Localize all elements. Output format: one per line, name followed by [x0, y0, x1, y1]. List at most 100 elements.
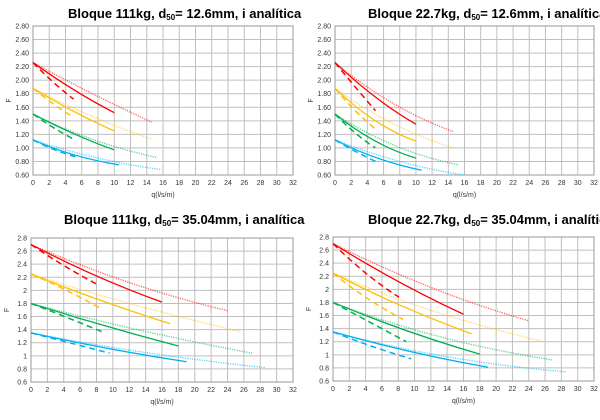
plot-area: 0 2 4 6 8 10 12 14 16 18 20 22 24 26 28 30 320.600.801.0… — [308, 24, 598, 200]
y-tick-label: 0.6 — [319, 379, 329, 386]
x-tick-label: 28 — [256, 387, 264, 394]
y-tick-label: 1.40 — [15, 118, 29, 125]
series-line-blue-solid — [334, 139, 422, 171]
series-line-green-dotted — [32, 113, 157, 159]
x-tick-label: 2 — [45, 387, 49, 394]
y-tick-label: 1.6 — [319, 313, 329, 320]
x-tick-label: 14 — [444, 180, 452, 187]
series-line-yellow-solid — [30, 273, 171, 325]
plot-border — [30, 237, 294, 383]
y-tick-label: 2.6 — [17, 249, 27, 256]
y-tick-label: 1 — [23, 353, 27, 360]
y-tick-label: 2.60 — [317, 37, 331, 44]
x-tick-label: 20 — [492, 386, 500, 393]
series-line-blue-dotted — [334, 139, 465, 176]
x-tick-label: 22 — [509, 386, 517, 393]
y-tick-label: 1.8 — [17, 301, 27, 308]
series-line-red-dashed — [30, 243, 98, 286]
x-tick-label: 26 — [541, 386, 549, 393]
y-tick-label: 1.40 — [317, 118, 331, 125]
x-tick-label: 20 — [192, 180, 200, 187]
y-tick-label: 2.40 — [15, 51, 29, 58]
plot-area: 0 2 4 6 8 10 12 14 16 18 20 22 24 26 28 30 320.60.811.21… — [4, 236, 297, 407]
x-tick-label: 12 — [427, 386, 435, 393]
y-tick-label: 1 — [325, 352, 329, 359]
x-tick-label: 18 — [175, 180, 183, 187]
y-tick-label: 1.4 — [17, 327, 27, 334]
x-tick-label: 28 — [558, 180, 566, 187]
x-tick-label: 20 — [493, 180, 501, 187]
x-tick-label: 28 — [557, 386, 565, 393]
x-tick-label: 10 — [411, 386, 419, 393]
x-tick-label: 18 — [174, 387, 182, 394]
y-tick-label: 0.80 — [15, 159, 29, 166]
series-line-blue-solid — [32, 139, 120, 166]
series-line-yellow-dotted — [32, 87, 152, 140]
y-tick-label: 2.00 — [15, 78, 29, 85]
y-tick-label: 2.8 — [17, 236, 27, 243]
x-tick-label: 22 — [509, 180, 517, 187]
y-tick-label: 2.6 — [319, 248, 329, 255]
y-tick-label: 2.20 — [317, 64, 331, 71]
x-tick-label: 4 — [365, 180, 369, 187]
series-line-yellow-solid — [32, 87, 115, 132]
series-line-green-dotted — [332, 301, 554, 361]
y-tick-label: 2.8 — [319, 235, 329, 242]
series-line-yellow-dotted — [334, 87, 454, 149]
x-tick-label: 4 — [364, 386, 368, 393]
y-axis-label: F — [306, 307, 313, 311]
series-line-green-dotted — [30, 302, 253, 354]
x-tick-label: 4 — [62, 387, 66, 394]
y-tick-label: 1.20 — [15, 132, 29, 139]
series-line-green-solid — [30, 302, 179, 347]
chart-111kg-d50-35.04: Bloque 111kg, d50= 35.04mm, i analítica … — [0, 205, 305, 420]
plot-area: 0 2 4 6 8 10 12 14 16 18 20 22 24 26 28 30 320.60.811.21… — [306, 235, 598, 406]
series-line-blue-dotted — [32, 139, 162, 171]
x-tick-label: 24 — [224, 180, 232, 187]
x-tick-label: 22 — [207, 387, 215, 394]
y-tick-label: 1.20 — [317, 132, 331, 139]
x-tick-label: 20 — [191, 387, 199, 394]
x-tick-label: 32 — [590, 180, 598, 187]
x-tick-label: 8 — [398, 180, 402, 187]
x-tick-label: 26 — [240, 387, 248, 394]
series-line-green-solid — [334, 113, 417, 159]
series-line-yellow-dotted — [30, 273, 241, 333]
x-tick-label: 18 — [477, 180, 485, 187]
y-tick-label: 1.60 — [317, 105, 331, 112]
y-tick-label: 2.80 — [317, 24, 331, 31]
chart-title: Bloque 22.7kg, d50= 35.04mm, i analítica — [368, 212, 600, 228]
x-tick-label: 12 — [127, 180, 135, 187]
x-tick-label: 16 — [460, 386, 468, 393]
y-tick-label: 0.60 — [317, 173, 331, 180]
y-tick-label: 2.2 — [319, 274, 329, 281]
series-line-blue-solid — [30, 332, 187, 363]
y-axis-label: F — [308, 98, 315, 102]
plot-area: 0 2 4 6 8 10 12 14 16 18 20 22 24 26 28 30 320.600.801.0… — [6, 24, 297, 200]
x-tick-label: 10 — [110, 180, 118, 187]
y-tick-label: 2.4 — [319, 261, 329, 268]
x-tick-label: 30 — [574, 180, 582, 187]
y-tick-label: 1.6 — [17, 314, 27, 321]
y-tick-label: 0.60 — [15, 173, 29, 180]
x-tick-label: 0 — [331, 386, 335, 393]
series-line-red-dashed — [332, 243, 400, 298]
x-tick-label: 30 — [574, 386, 582, 393]
y-axis-label: F — [4, 308, 11, 312]
series-line-blue-dotted — [332, 331, 567, 373]
x-tick-label: 16 — [158, 387, 166, 394]
x-tick-label: 32 — [289, 180, 297, 187]
y-axis-label: F — [6, 98, 13, 102]
x-tick-label: 28 — [257, 180, 265, 187]
y-tick-label: 1.80 — [317, 91, 331, 98]
x-tick-label: 14 — [443, 386, 451, 393]
plot-border — [332, 236, 595, 382]
x-tick-label: 16 — [461, 180, 469, 187]
y-tick-label: 2 — [325, 287, 329, 294]
y-tick-label: 2.4 — [17, 262, 27, 269]
y-tick-label: 2.60 — [15, 37, 29, 44]
x-axis-label: q(l/s/m) — [151, 192, 174, 199]
y-tick-label: 1.00 — [15, 145, 29, 152]
x-tick-label: 10 — [412, 180, 420, 187]
x-axis-label: q(l/s/m) — [452, 398, 475, 405]
